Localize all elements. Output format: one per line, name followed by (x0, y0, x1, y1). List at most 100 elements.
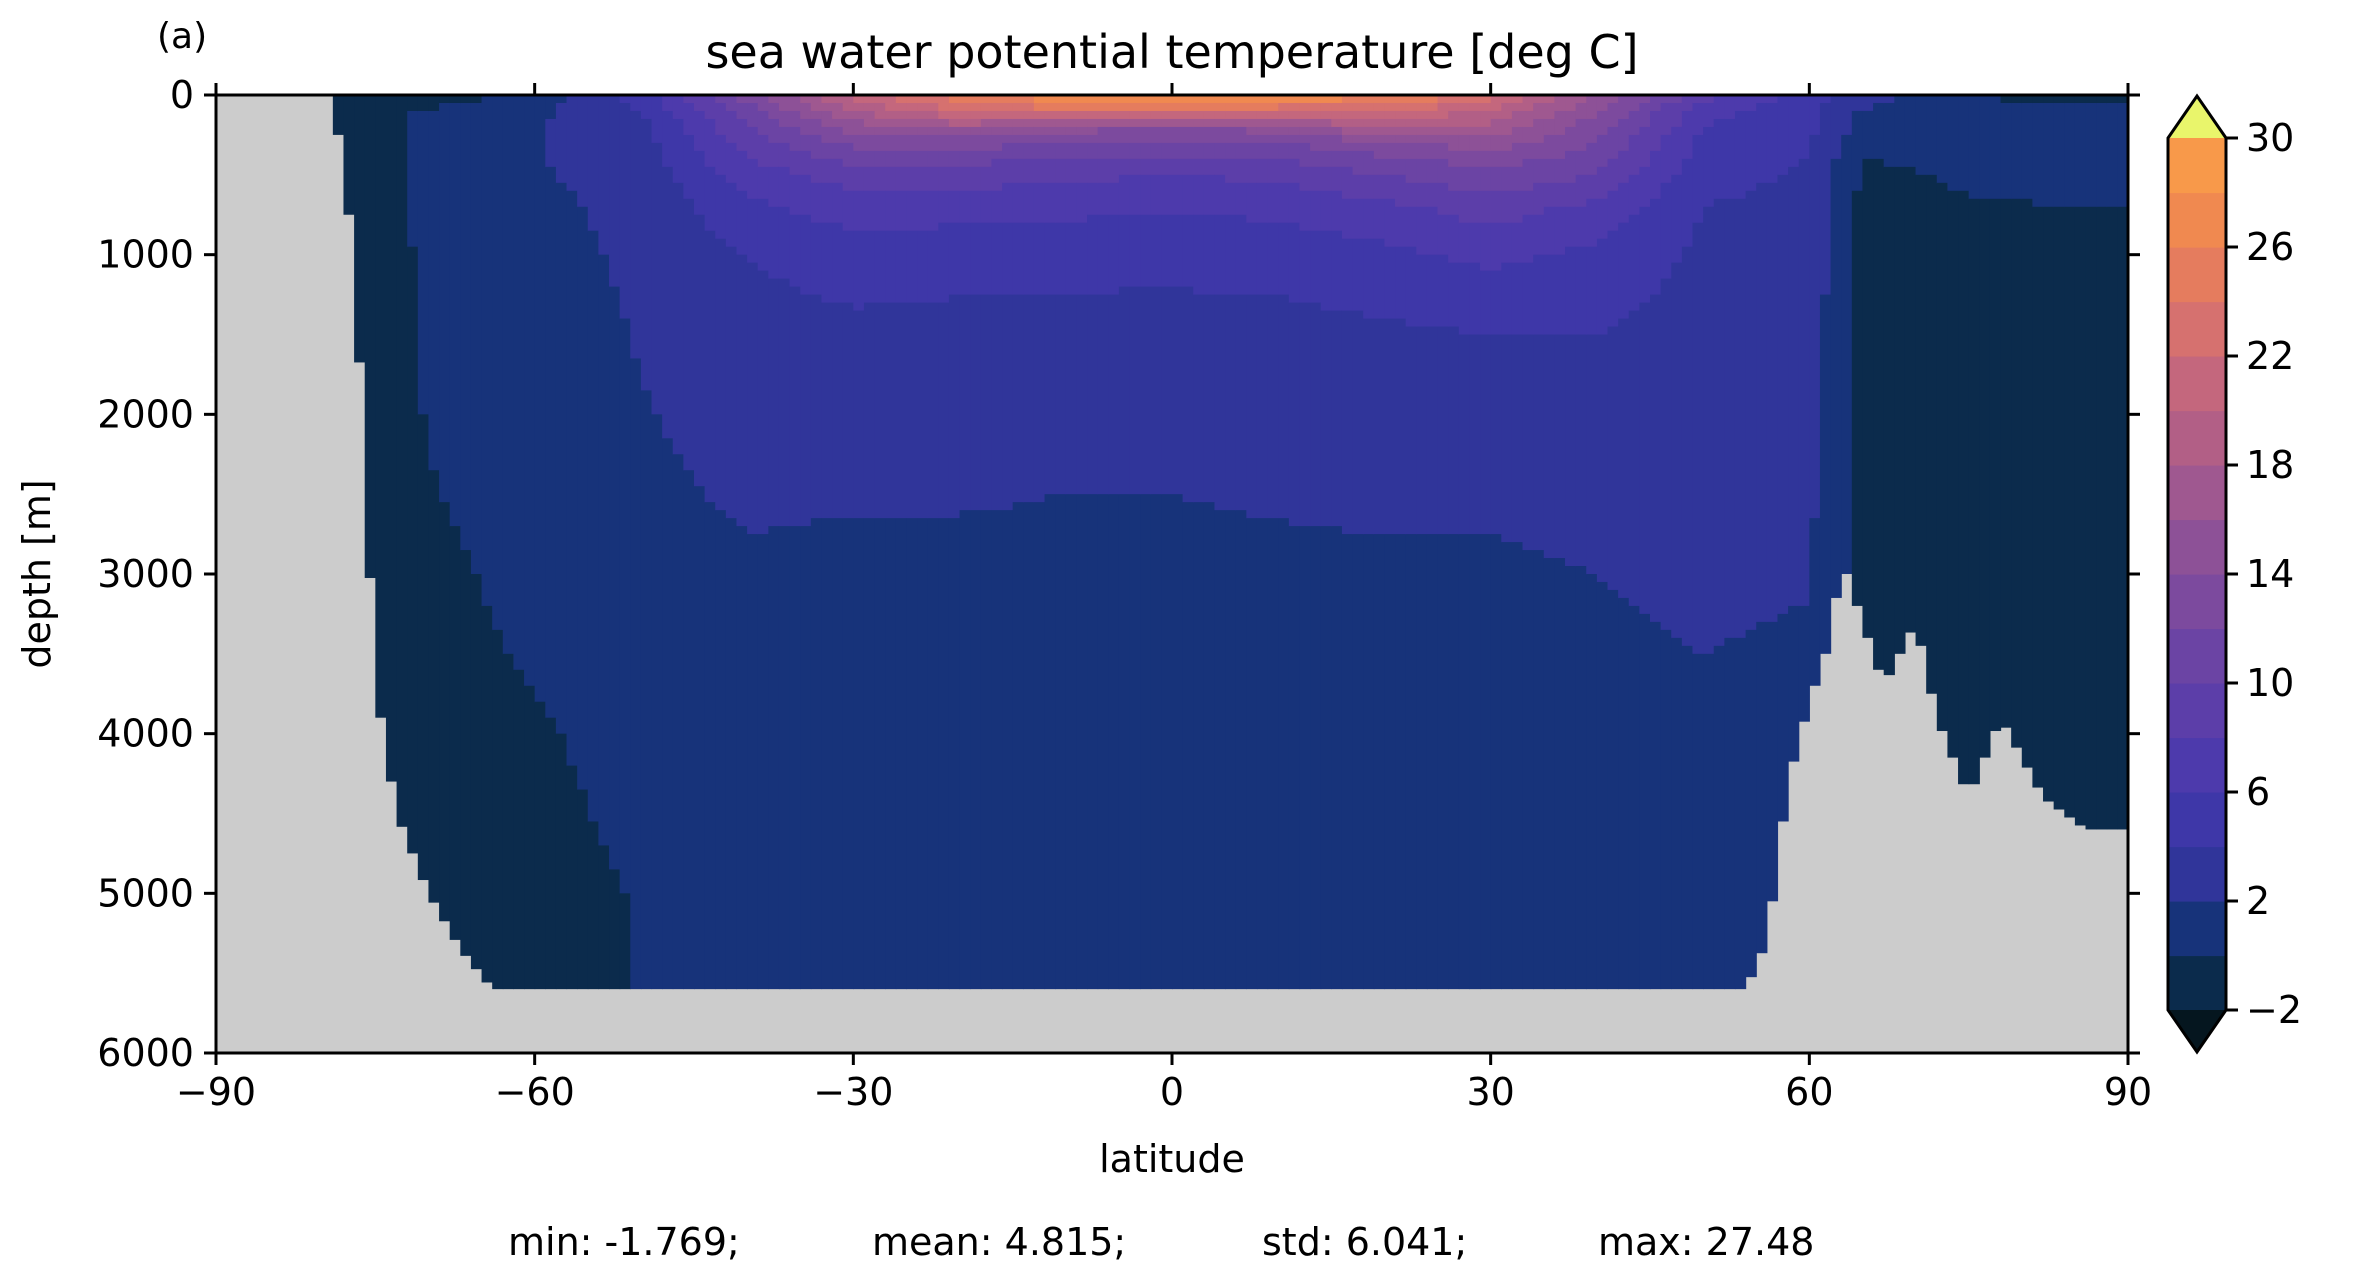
heatmap-cell (1745, 629, 1757, 978)
heatmap-cell (927, 150, 939, 168)
y-tick-label: 5000 (97, 871, 194, 915)
heatmap-cell (1596, 166, 1609, 200)
heatmap-cell (1299, 526, 1311, 990)
heatmap-cell (980, 294, 993, 511)
heatmap-cell (1023, 502, 1035, 990)
heatmap-cell (959, 95, 971, 104)
heatmap-cell (842, 302, 854, 519)
heatmap-cell (1129, 286, 1141, 495)
heatmap-cell (1373, 198, 1386, 240)
heatmap-cell (1936, 182, 1949, 732)
heatmap-cell (970, 134, 982, 152)
heatmap-cell (778, 166, 791, 208)
heatmap-cell (1352, 310, 1364, 535)
heatmap-cell (853, 166, 865, 192)
heatmap-cell (863, 518, 876, 990)
heatmap-cell (1543, 102, 1555, 120)
x-axis-title: latitude (1099, 1137, 1245, 1181)
heatmap-cell (1002, 294, 1014, 511)
heatmap-cell (1299, 134, 1311, 144)
heatmap-cell (895, 518, 908, 990)
heatmap-cell (460, 95, 472, 104)
heatmap-cell (1639, 206, 1651, 304)
heatmap-cell (715, 134, 727, 176)
heatmap-cell (991, 126, 1003, 136)
heatmap-cell (917, 110, 929, 120)
heatmap-cell (1278, 222, 1290, 296)
heatmap-cell (1118, 95, 1131, 104)
heatmap-cell (1607, 126, 1619, 160)
heatmap-cell (1150, 126, 1162, 144)
heatmap-cell (1256, 294, 1269, 519)
heatmap-cell (1256, 126, 1269, 136)
heatmap-cell (2096, 95, 2108, 104)
heatmap-cell (1256, 158, 1269, 184)
heatmap-cell (906, 150, 918, 168)
heatmap-cell (1256, 110, 1269, 120)
heatmap-cell (1033, 126, 1046, 136)
heatmap-cell (640, 95, 653, 120)
heatmap-cell (1256, 102, 1269, 112)
heatmap-cell (1448, 534, 1460, 990)
heatmap-cell (354, 95, 366, 363)
heatmap-cell (1331, 118, 1343, 128)
heatmap-cell (1703, 206, 1715, 655)
heatmap-cell (1214, 102, 1226, 112)
y-tick-label: 2000 (97, 392, 194, 436)
x-tick-label: −60 (495, 1070, 575, 1114)
heatmap-cell (948, 134, 961, 152)
heatmap-cell (1097, 126, 1109, 144)
heatmap-cell (1543, 206, 1555, 256)
heatmap-cell (1511, 102, 1524, 112)
heatmap-cell (2000, 95, 2012, 104)
heatmap-cell (853, 102, 865, 112)
heatmap-cell (1235, 126, 1247, 144)
heatmap-cell (1288, 142, 1301, 160)
heatmap-cell (1320, 190, 1332, 232)
heatmap-cell (1511, 126, 1524, 144)
heatmap-cell (502, 653, 515, 990)
heatmap-cell (1373, 118, 1386, 128)
colorbar-band (2168, 301, 2226, 357)
heatmap-cell (1055, 95, 1067, 104)
heatmap-cell (1650, 294, 1662, 623)
heatmap-cell (1161, 95, 1173, 104)
heatmap-cell (1713, 198, 1725, 647)
heatmap-cell (1703, 102, 1715, 128)
heatmap-cell (1235, 142, 1247, 160)
heatmap-cell (1639, 126, 1651, 168)
heatmap-cell (1150, 286, 1162, 495)
heatmap-cell (1660, 278, 1672, 631)
heatmap-cell (1522, 190, 1534, 216)
heatmap-cell (1267, 294, 1279, 519)
heatmap-cell (694, 214, 706, 487)
heatmap-cell (1448, 95, 1460, 104)
heatmap-cell (1341, 198, 1354, 240)
heatmap-cell (1299, 142, 1311, 168)
heatmap-cell (821, 102, 833, 112)
colorbar-band (2168, 410, 2226, 466)
heatmap-cell (1490, 334, 1502, 535)
heatmap-cell (1002, 134, 1014, 144)
heatmap-cell (1002, 126, 1014, 136)
heatmap-cell (948, 118, 961, 128)
heatmap-cell (1203, 174, 1216, 216)
colorbar-band (2168, 901, 2226, 957)
heatmap-cell (1511, 110, 1524, 128)
heatmap-cell (1023, 110, 1035, 120)
heatmap-cell (874, 518, 886, 990)
heatmap-cell (2117, 102, 2129, 208)
heatmap-cell (842, 166, 854, 192)
heatmap-cell (1384, 318, 1396, 535)
heatmap-cell (1203, 102, 1216, 112)
heatmap-cell (768, 118, 780, 144)
x-tick-label: 30 (1466, 1070, 1514, 1114)
heatmap-cell (1734, 637, 1747, 990)
heatmap-cell (1172, 214, 1184, 288)
heatmap-cell (725, 95, 738, 112)
heatmap-cell (991, 158, 1003, 192)
heatmap-cell (524, 685, 536, 990)
heatmap-cell (1575, 246, 1587, 336)
heatmap-cell (1437, 118, 1449, 128)
stat-min: min: -1.769; (508, 1220, 740, 1263)
